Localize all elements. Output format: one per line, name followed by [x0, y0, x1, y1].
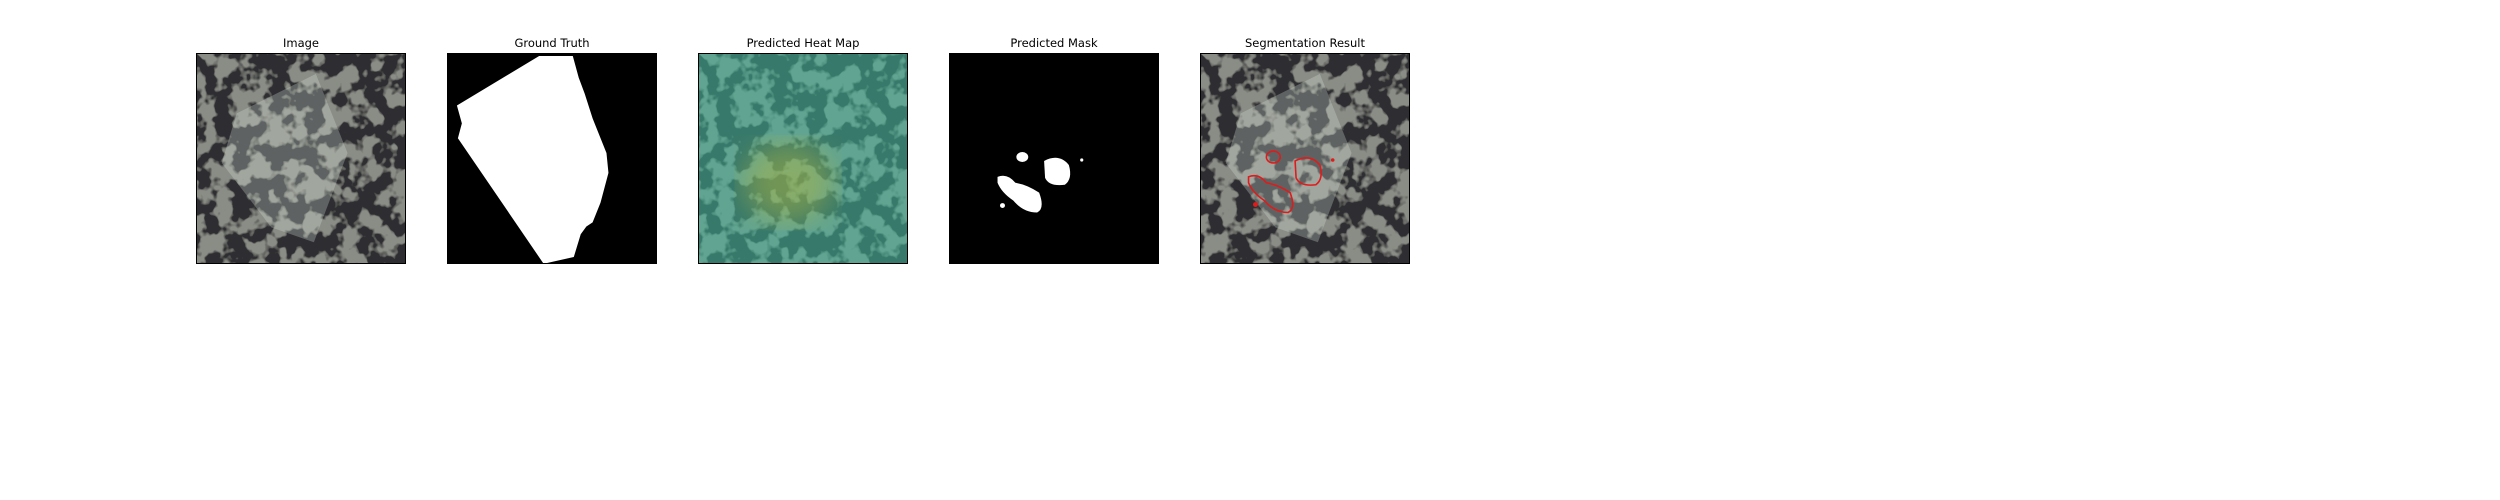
- mask-blob: [1044, 157, 1071, 186]
- ground-truth-region: [456, 55, 609, 263]
- mask-blob: [1080, 158, 1084, 162]
- panel-title-image: Image: [282, 36, 320, 50]
- panel-title-heat-map: Predicted Heat Map: [746, 36, 860, 50]
- ground-truth-mask: [448, 54, 656, 263]
- segmentation-result-image: [1201, 54, 1409, 263]
- heat-hotspot: [743, 143, 833, 223]
- predicted-mask: [950, 54, 1158, 263]
- texture-image: [197, 54, 405, 263]
- contour-dot: [1253, 202, 1258, 208]
- image-panel: [196, 53, 406, 264]
- mask-blob: [997, 175, 1042, 213]
- glass-overlay-region: [221, 73, 348, 243]
- panel-title-ground-truth: Ground Truth: [514, 36, 590, 50]
- segmentation-contours: [1247, 150, 1322, 214]
- contour-dot: [1330, 158, 1335, 162]
- panel-title-segmentation-result: Segmentation Result: [1244, 36, 1365, 50]
- predicted-mask-panel: [949, 53, 1159, 264]
- mask-blob: [1016, 152, 1029, 162]
- heat-map-image: [699, 54, 907, 263]
- panel-title-predicted-mask: Predicted Mask: [1010, 36, 1098, 50]
- ground-truth-panel: [447, 53, 657, 264]
- mask-blob: [1000, 203, 1005, 209]
- heat-map-panel: [698, 53, 908, 264]
- segmentation-result-panel: [1200, 53, 1410, 264]
